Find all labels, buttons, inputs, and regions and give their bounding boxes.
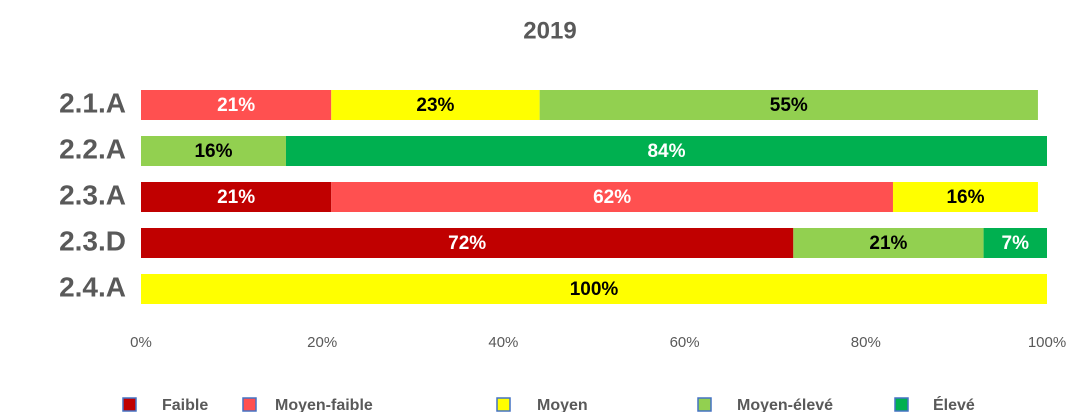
data-label: 21%: [217, 187, 255, 208]
data-label: 84%: [647, 141, 685, 162]
bar-segment: [285, 136, 1048, 166]
bar-segment: [141, 228, 794, 258]
bar-segment: [539, 90, 1038, 120]
bar-segment: [331, 90, 540, 120]
data-label: 16%: [946, 187, 984, 208]
legend-swatch: [894, 397, 909, 412]
legend-label: Faible: [162, 397, 208, 412]
bar-segment: [892, 182, 1038, 212]
data-label: 72%: [448, 233, 486, 254]
legend-swatch: [242, 397, 257, 412]
y-tick-label: 2.3.D: [59, 225, 126, 256]
data-label: 7%: [1002, 233, 1030, 254]
y-tick-label: 2.4.A: [59, 271, 126, 302]
x-tick-label: 80%: [851, 334, 881, 351]
legend-label: Élevé: [933, 395, 975, 412]
data-label: 16%: [194, 141, 232, 162]
data-label: 62%: [593, 187, 631, 208]
chart-title: 2019: [523, 17, 576, 44]
bar-segment: [793, 228, 984, 258]
data-label: 55%: [770, 95, 808, 116]
bar-segment: [141, 90, 332, 120]
legend-label: Moyen: [537, 397, 588, 412]
legend-swatch: [122, 397, 137, 412]
legend-label: Moyen-élevé: [737, 397, 833, 412]
data-label: 23%: [416, 95, 454, 116]
legend-swatch: [697, 397, 712, 412]
legend-swatch: [496, 397, 511, 412]
legend-label: Moyen-faible: [275, 397, 373, 412]
x-tick-label: 60%: [670, 334, 700, 351]
bar-segment: [141, 274, 1047, 304]
x-tick-label: 0%: [130, 334, 152, 351]
data-label: 100%: [570, 279, 619, 300]
bar-segment: [141, 182, 332, 212]
y-tick-label: 2.1.A: [59, 87, 126, 118]
data-label: 21%: [217, 95, 255, 116]
bar-segment: [141, 136, 286, 166]
y-tick-label: 2.3.A: [59, 179, 126, 210]
bar-segment: [331, 182, 893, 212]
y-tick-label: 2.2.A: [59, 133, 126, 164]
x-tick-label: 20%: [307, 334, 337, 351]
bar-segment: [983, 228, 1047, 258]
x-tick-label: 100%: [1028, 334, 1066, 351]
x-tick-label: 40%: [488, 334, 518, 351]
data-label: 21%: [869, 233, 907, 254]
